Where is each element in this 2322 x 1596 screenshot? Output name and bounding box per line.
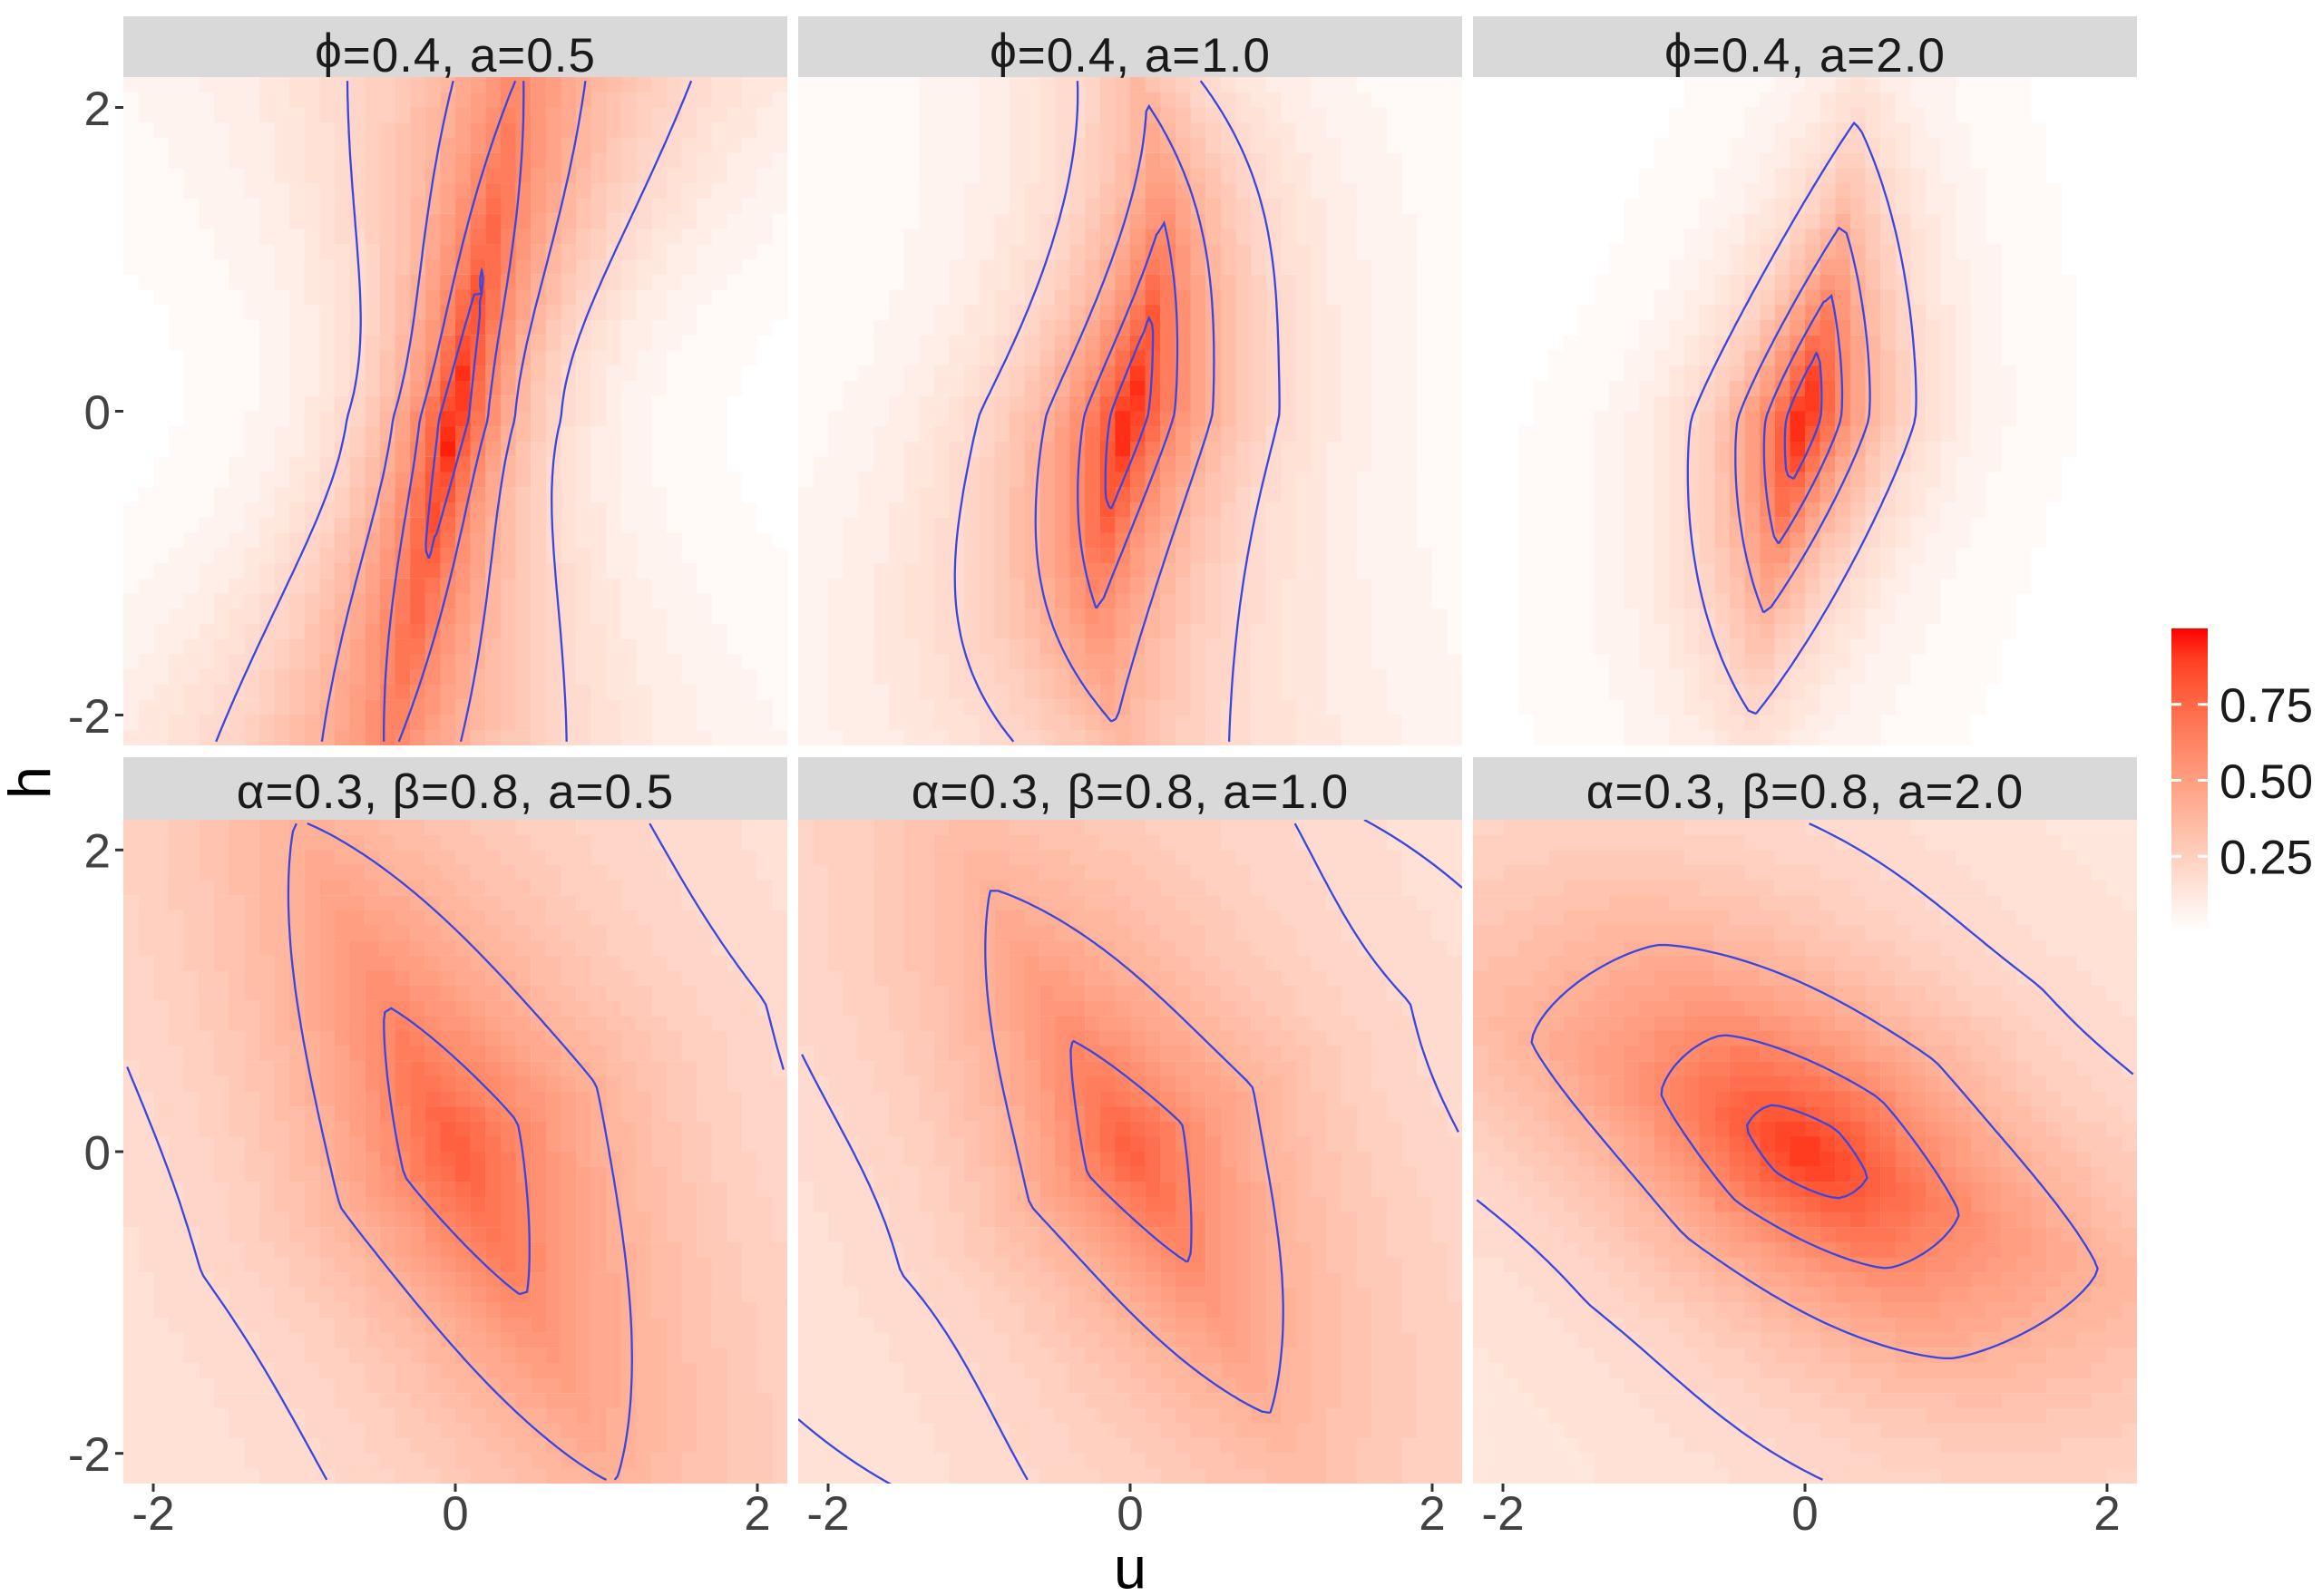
svg-text:0.25: 0.25 — [2220, 832, 2313, 885]
svg-text:ϕ=0.4, a=2.0: ϕ=0.4, a=2.0 — [1664, 24, 1946, 83]
svg-text:0.75: 0.75 — [2220, 679, 2313, 733]
svg-text:-2: -2 — [132, 1487, 174, 1541]
svg-text:2: 2 — [744, 1487, 770, 1541]
svg-text:2: 2 — [84, 83, 111, 136]
svg-text:2: 2 — [1419, 1487, 1445, 1541]
svg-text:2: 2 — [84, 825, 111, 879]
svg-text:-2: -2 — [806, 1487, 849, 1541]
svg-text:u: u — [1114, 1535, 1146, 1596]
svg-text:0: 0 — [84, 1126, 111, 1180]
svg-text:0: 0 — [1791, 1487, 1818, 1541]
svg-text:α=0.3, β=0.8, a=2.0: α=0.3, β=0.8, a=2.0 — [1586, 765, 2024, 819]
svg-text:-2: -2 — [68, 1428, 111, 1482]
svg-text:0: 0 — [1117, 1487, 1143, 1541]
svg-text:0: 0 — [84, 386, 111, 440]
svg-text:2: 2 — [2093, 1487, 2120, 1541]
svg-text:-2: -2 — [68, 690, 111, 744]
svg-text:0.50: 0.50 — [2220, 755, 2313, 809]
svg-text:ϕ=0.4, a=0.5: ϕ=0.4, a=0.5 — [315, 24, 596, 83]
svg-text:α=0.3, β=0.8, a=1.0: α=0.3, β=0.8, a=1.0 — [912, 765, 1349, 819]
svg-text:α=0.3, β=0.8, a=0.5: α=0.3, β=0.8, a=0.5 — [237, 765, 674, 819]
svg-text:ϕ=0.4, a=1.0: ϕ=0.4, a=1.0 — [990, 24, 1271, 83]
svg-text:h: h — [0, 766, 63, 799]
svg-text:-2: -2 — [1481, 1487, 1524, 1541]
svg-text:0: 0 — [442, 1487, 468, 1541]
